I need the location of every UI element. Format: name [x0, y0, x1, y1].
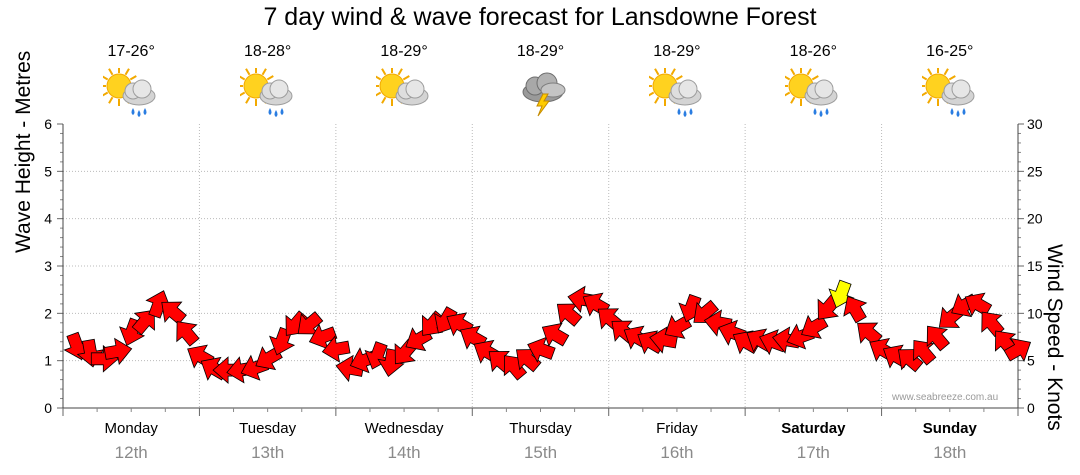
wind-arrow [843, 295, 868, 324]
day-date: 17th [796, 443, 830, 462]
day-temperature: 18-28° [243, 43, 292, 60]
day-name: Thursday [509, 420, 572, 437]
day-name: Friday [656, 420, 698, 437]
left-tick-label: 5 [44, 163, 52, 179]
wind-arrow [516, 349, 542, 373]
wind-arrow [176, 321, 200, 347]
left-tick-label: 0 [44, 400, 52, 416]
chart-title: 7 day wind & wave forecast for Lansdowne… [263, 3, 817, 31]
wind-arrow [103, 337, 133, 366]
wind-arrow [926, 325, 951, 352]
wind-arrow [527, 336, 556, 363]
day-name: Saturday [781, 420, 846, 437]
right-tick-label: 0 [1027, 400, 1035, 416]
day-temperature: 16-25° [926, 43, 974, 60]
day-date: 13th [251, 443, 285, 462]
wind-arrow [297, 311, 324, 335]
day-temperature: 18-29° [380, 43, 428, 60]
day-date: 12th [114, 443, 148, 462]
day-name: Wednesday [364, 420, 444, 437]
right-tick-label: 5 [1027, 353, 1035, 369]
wind-arrow [556, 303, 583, 327]
wind-arrow [161, 301, 187, 325]
sun-cloud-rain-icon [644, 66, 705, 125]
wind-arrow [1003, 337, 1032, 363]
right-tick-label: 15 [1027, 258, 1043, 274]
source-credit[interactable]: www.seabreeze.com.au [892, 392, 999, 403]
right-tick-label: 25 [1027, 163, 1043, 179]
left-tick-label: 4 [44, 211, 52, 227]
left-tick-label: 3 [44, 258, 52, 274]
day-temperature: 17-26° [107, 43, 155, 60]
storm-cloud-icon [513, 68, 569, 125]
chart-grid [63, 124, 1018, 408]
wind-arrows [63, 279, 1032, 384]
day-name: Tuesday [239, 420, 297, 437]
wind-arrow [857, 322, 883, 346]
day-date: 18th [933, 443, 967, 462]
left-tick-label: 2 [44, 305, 52, 321]
day-date: 14th [387, 443, 421, 462]
day-name: Monday [104, 420, 158, 437]
wind-arrow [145, 290, 172, 319]
day-temperature: 18-29° [516, 43, 565, 60]
sun-cloud-icon [372, 66, 432, 125]
wind-arrow [308, 323, 338, 350]
left-tick-label: 6 [44, 116, 52, 132]
day-date: 16th [660, 443, 694, 462]
wind-arrow [541, 322, 570, 347]
sun-cloud-rain-icon [99, 66, 159, 125]
wind-arrow [981, 311, 1005, 338]
right-tick-label: 10 [1027, 305, 1043, 321]
day-name: Sunday [922, 420, 977, 437]
sun-cloud-rain-icon [917, 66, 978, 125]
right-tick-label: 30 [1027, 116, 1043, 132]
sun-cloud-rain-icon [235, 66, 296, 125]
wind-arrow [321, 335, 351, 363]
wind-arrow [503, 355, 528, 381]
right-axis-label: Wind Speed - Knots [1043, 244, 1066, 431]
wind-arrow [913, 340, 937, 366]
left-axis-label: Wave Height - Metres [12, 50, 35, 253]
day-temperature: 18-29° [653, 43, 701, 60]
wind-arrow [964, 292, 993, 317]
left-tick-label: 1 [44, 353, 52, 369]
day-date: 15th [523, 443, 558, 462]
right-tick-label: 20 [1027, 211, 1043, 227]
wind-arrow [131, 309, 155, 336]
wind-arrow [898, 349, 924, 373]
wind-arrow [90, 344, 119, 373]
chart-axes: 0 01 52 103 154 205 256 30 [44, 116, 1043, 416]
day-temperature: 18-26° [789, 43, 837, 60]
sun-cloud-rain-icon [781, 66, 841, 125]
